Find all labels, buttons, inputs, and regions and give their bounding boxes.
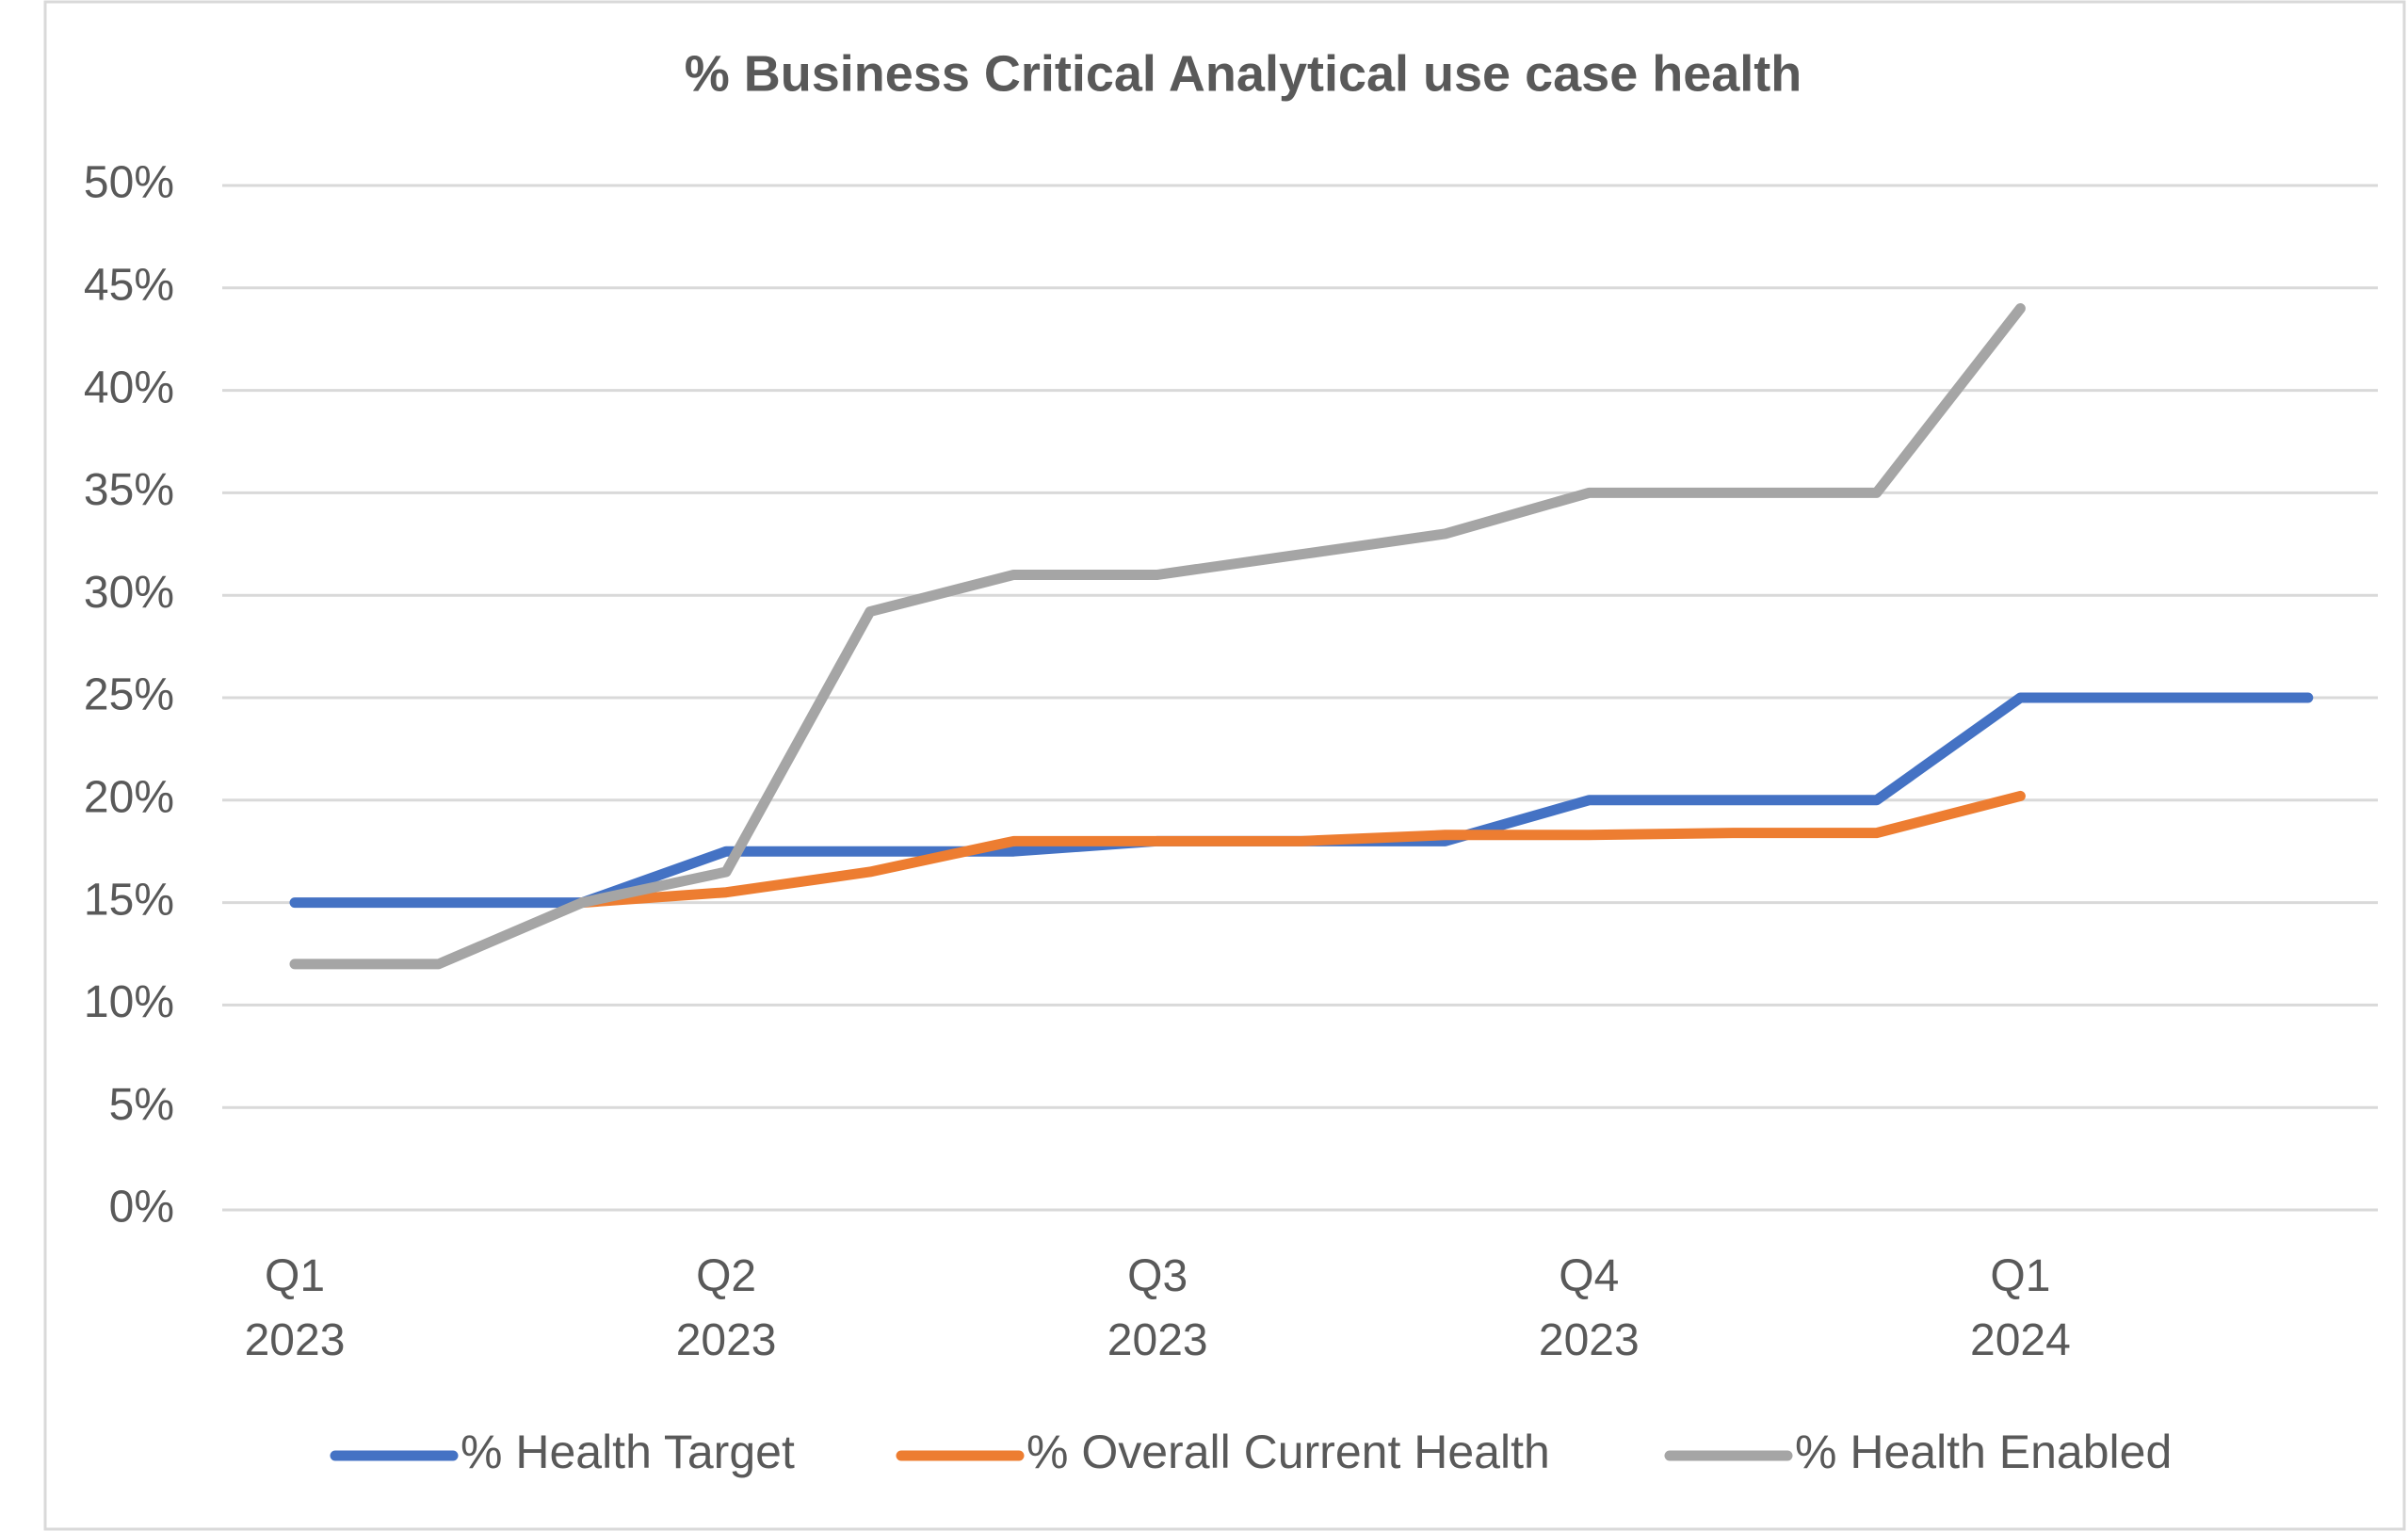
- series-line: [289, 303, 2026, 970]
- y-tick-label: 40%: [84, 363, 174, 412]
- x-tick-label: Q1 2024: [1970, 1251, 2071, 1365]
- y-tick-label: 50%: [84, 158, 174, 208]
- y-tick-label: 15%: [84, 875, 174, 925]
- y-tick-label: 20%: [84, 772, 174, 822]
- x-tick-label: Q1 2023: [245, 1251, 346, 1365]
- x-tick-label: Q4 2023: [1539, 1251, 1640, 1365]
- legend-label: % Health Enabled: [1795, 1426, 2172, 1478]
- y-tick-label: 0%: [109, 1183, 174, 1233]
- y-tick-label: 45%: [84, 260, 174, 310]
- y-tick-label: 5%: [109, 1080, 174, 1130]
- legend-label: % Health Target: [461, 1426, 795, 1478]
- y-tick-label: 25%: [84, 670, 174, 720]
- series-line: [576, 790, 2026, 909]
- y-tick-label: 10%: [84, 977, 174, 1027]
- x-tick-label: Q3 2023: [1107, 1251, 1208, 1365]
- x-tick-label: Q2 2023: [676, 1251, 777, 1365]
- chart-border: [43, 0, 2406, 1531]
- y-tick-label: 30%: [84, 568, 174, 618]
- legend-label: % Overall Current Health: [1026, 1426, 1550, 1478]
- chart-title: % Business Critical Analytical use case …: [685, 45, 1802, 102]
- y-tick-label: 35%: [84, 465, 174, 515]
